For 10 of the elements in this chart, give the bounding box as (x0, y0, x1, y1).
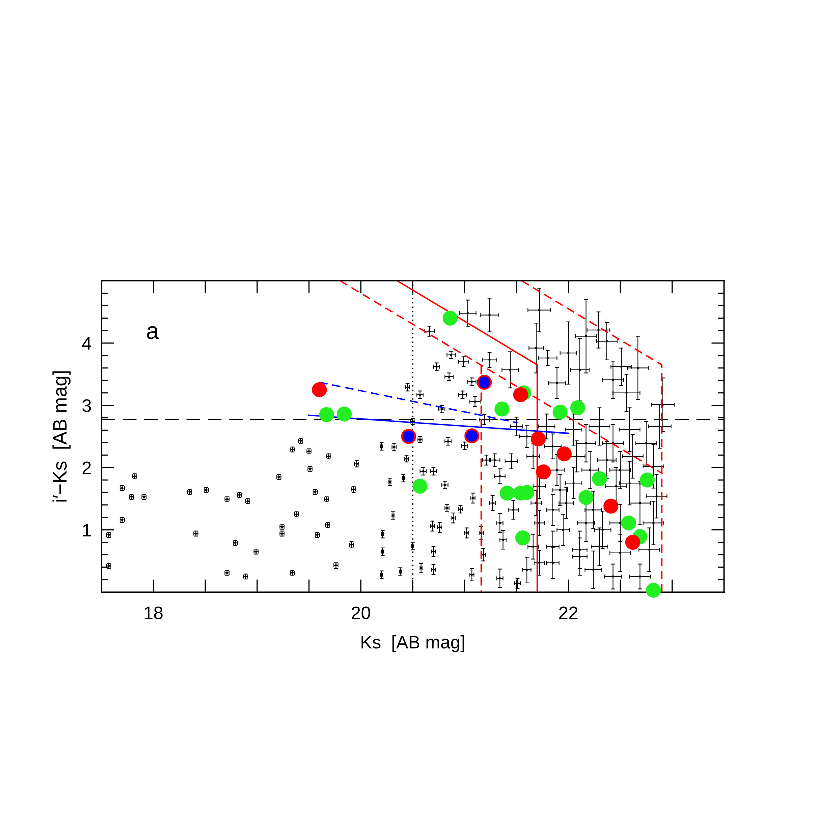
x-tick-label: 22 (560, 606, 578, 620)
y-tick-label: 3 (82, 399, 92, 412)
y-axis-title: i′−Ks [AB mag] (52, 372, 71, 502)
x-tick-label: 20 (352, 606, 370, 620)
x-axis-title: Ks [AB mag] (362, 636, 464, 652)
annotation: a (147, 326, 160, 340)
y-tick-label: 1 (83, 524, 92, 537)
x-tick-label: 18 (144, 606, 163, 620)
y-tick-label: 2 (82, 462, 92, 474)
y-tick-label: 4 (82, 337, 92, 350)
